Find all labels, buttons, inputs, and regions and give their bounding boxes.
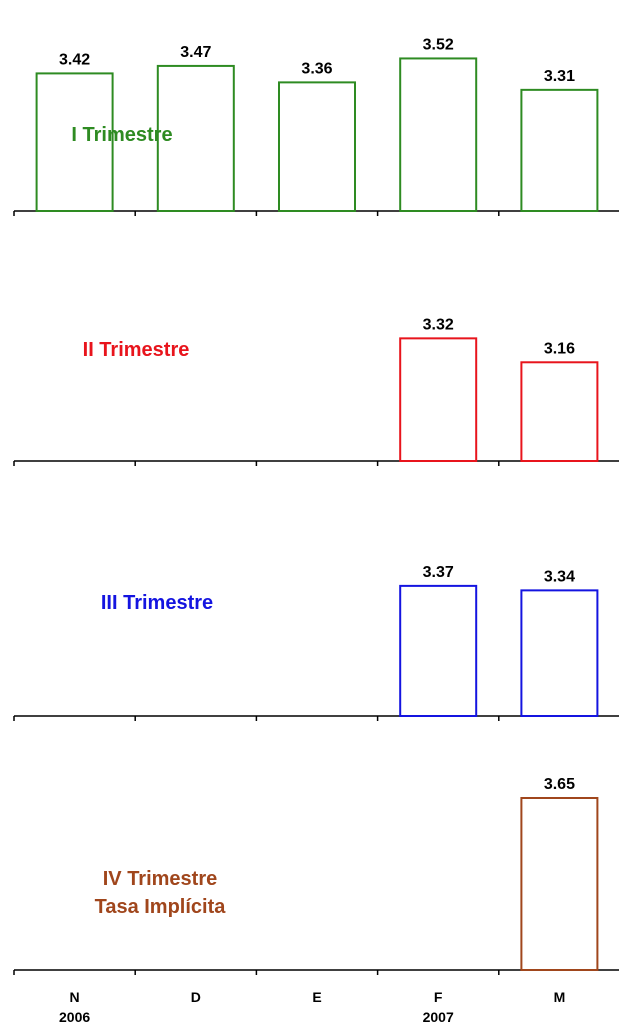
panel-label: Tasa Implícita bbox=[95, 896, 227, 918]
bar-value-label: 3.34 bbox=[544, 568, 575, 585]
bar-value-label: 3.52 bbox=[423, 36, 454, 53]
bar bbox=[35, 72, 114, 213]
bar bbox=[399, 337, 478, 463]
x-tick-label: E bbox=[312, 989, 321, 1005]
bar-value-label: 3.42 bbox=[59, 51, 90, 68]
bar-value-label: 3.31 bbox=[544, 68, 575, 85]
panel-label: I Trimestre bbox=[71, 124, 172, 146]
bar bbox=[399, 584, 478, 717]
panel-label: IV Trimestre bbox=[103, 868, 218, 890]
bar-value-label: 3.65 bbox=[544, 776, 575, 793]
bar-value-label: 3.16 bbox=[544, 340, 575, 357]
x-tick-label: F bbox=[434, 989, 443, 1005]
bar bbox=[520, 88, 599, 212]
bar bbox=[156, 64, 235, 212]
bar-value-label: 3.37 bbox=[423, 564, 454, 581]
x-tick-label: N bbox=[70, 989, 80, 1005]
year-label: 2006 bbox=[59, 1009, 90, 1025]
year-label: 2007 bbox=[423, 1009, 454, 1025]
bar bbox=[399, 57, 478, 212]
bar-value-label: 3.47 bbox=[180, 44, 211, 61]
bar bbox=[520, 797, 599, 971]
panel-label: II Trimestre bbox=[83, 339, 190, 361]
x-tick-label: D bbox=[191, 989, 201, 1005]
x-tick-label: M bbox=[554, 989, 566, 1005]
bar-value-label: 3.32 bbox=[423, 316, 454, 333]
bar-value-label: 3.36 bbox=[301, 60, 332, 77]
bar bbox=[520, 589, 599, 718]
panel-label: III Trimestre bbox=[101, 592, 213, 614]
bar bbox=[278, 81, 356, 212]
bar bbox=[520, 361, 599, 462]
